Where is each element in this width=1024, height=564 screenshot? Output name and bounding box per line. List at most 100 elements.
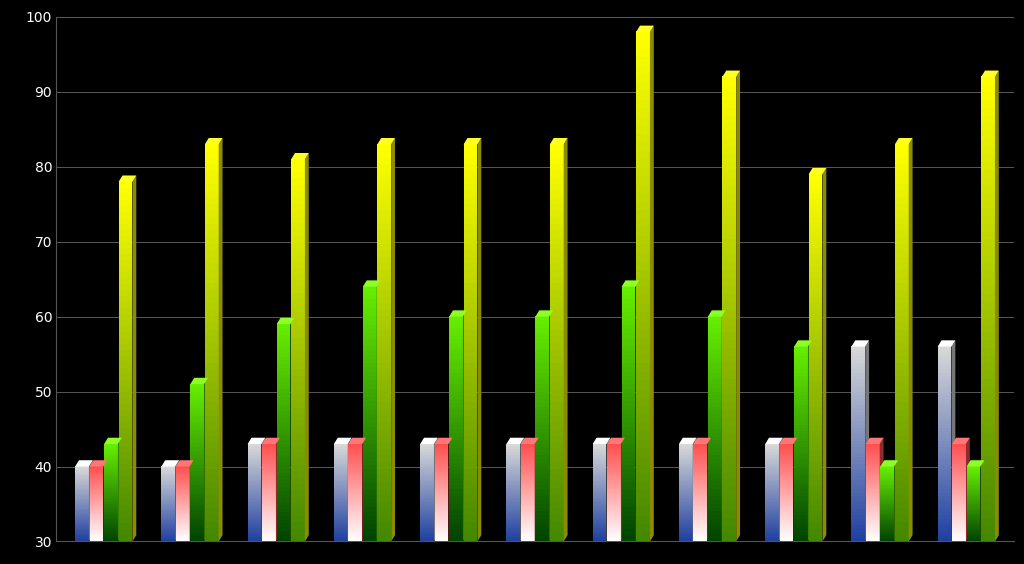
Bar (362, 320, 377, 325)
Bar (162, 466, 175, 468)
Bar (779, 490, 794, 491)
Bar (348, 509, 362, 510)
Bar (981, 91, 995, 100)
Bar (348, 475, 362, 477)
Bar (464, 455, 477, 462)
Polygon shape (189, 460, 194, 541)
Bar (895, 389, 908, 396)
Bar (291, 522, 305, 528)
Bar (507, 517, 520, 519)
Bar (420, 479, 434, 481)
Bar (622, 532, 636, 537)
Bar (262, 499, 275, 501)
Bar (348, 486, 362, 488)
Bar (248, 517, 261, 519)
Bar (334, 490, 348, 491)
Bar (507, 472, 520, 473)
Bar (434, 453, 449, 455)
Bar (881, 506, 894, 508)
Bar (693, 510, 708, 512)
Bar (938, 453, 951, 457)
Bar (708, 474, 722, 478)
Bar (967, 494, 980, 495)
Bar (866, 478, 880, 480)
Bar (938, 470, 951, 473)
Bar (205, 243, 219, 250)
Bar (636, 184, 650, 193)
Bar (378, 508, 391, 515)
Bar (378, 144, 391, 151)
Bar (550, 183, 563, 191)
Bar (636, 405, 650, 414)
Bar (162, 539, 175, 540)
Bar (450, 518, 463, 523)
Bar (248, 460, 261, 462)
Bar (521, 449, 535, 451)
Bar (881, 478, 894, 479)
Bar (248, 503, 261, 504)
Bar (291, 222, 305, 230)
Bar (607, 479, 621, 481)
Bar (262, 491, 275, 493)
Bar (276, 327, 291, 332)
Bar (464, 276, 477, 283)
Bar (90, 510, 103, 512)
Bar (881, 479, 894, 481)
Bar (693, 533, 708, 535)
Bar (276, 378, 291, 382)
Bar (795, 369, 808, 373)
Bar (708, 530, 722, 534)
Bar (104, 457, 118, 459)
Bar (881, 534, 894, 535)
Bar (938, 463, 951, 467)
Bar (434, 481, 449, 483)
Bar (938, 512, 951, 515)
Bar (521, 492, 535, 495)
Bar (779, 497, 794, 499)
Bar (521, 459, 535, 460)
Bar (450, 365, 463, 369)
Bar (334, 468, 348, 470)
Bar (450, 354, 463, 358)
Bar (895, 448, 908, 455)
Bar (679, 514, 692, 515)
Bar (708, 403, 722, 407)
Bar (938, 385, 951, 389)
Bar (607, 451, 621, 452)
Bar (75, 540, 89, 541)
Bar (248, 481, 261, 483)
Bar (420, 484, 434, 486)
Bar (176, 483, 189, 484)
Bar (348, 457, 362, 459)
Bar (450, 417, 463, 421)
Bar (334, 527, 348, 528)
Bar (507, 479, 520, 481)
Bar (104, 455, 118, 457)
Bar (248, 475, 261, 477)
Bar (162, 479, 175, 481)
Bar (779, 494, 794, 496)
Bar (967, 537, 980, 539)
Bar (162, 474, 175, 475)
Bar (291, 324, 305, 331)
Bar (334, 494, 348, 496)
Bar (593, 517, 606, 519)
Bar (952, 472, 966, 473)
Bar (851, 444, 865, 447)
Bar (536, 492, 549, 496)
Bar (205, 481, 219, 488)
Bar (708, 399, 722, 403)
Bar (507, 494, 520, 496)
Bar (550, 223, 563, 230)
Bar (90, 474, 103, 475)
Bar (450, 462, 463, 466)
Bar (607, 468, 621, 470)
Bar (938, 457, 951, 460)
Bar (981, 479, 995, 487)
Bar (420, 497, 434, 499)
Bar (450, 403, 463, 407)
Bar (952, 457, 966, 459)
Bar (607, 483, 621, 484)
Bar (450, 474, 463, 478)
Bar (708, 500, 722, 504)
